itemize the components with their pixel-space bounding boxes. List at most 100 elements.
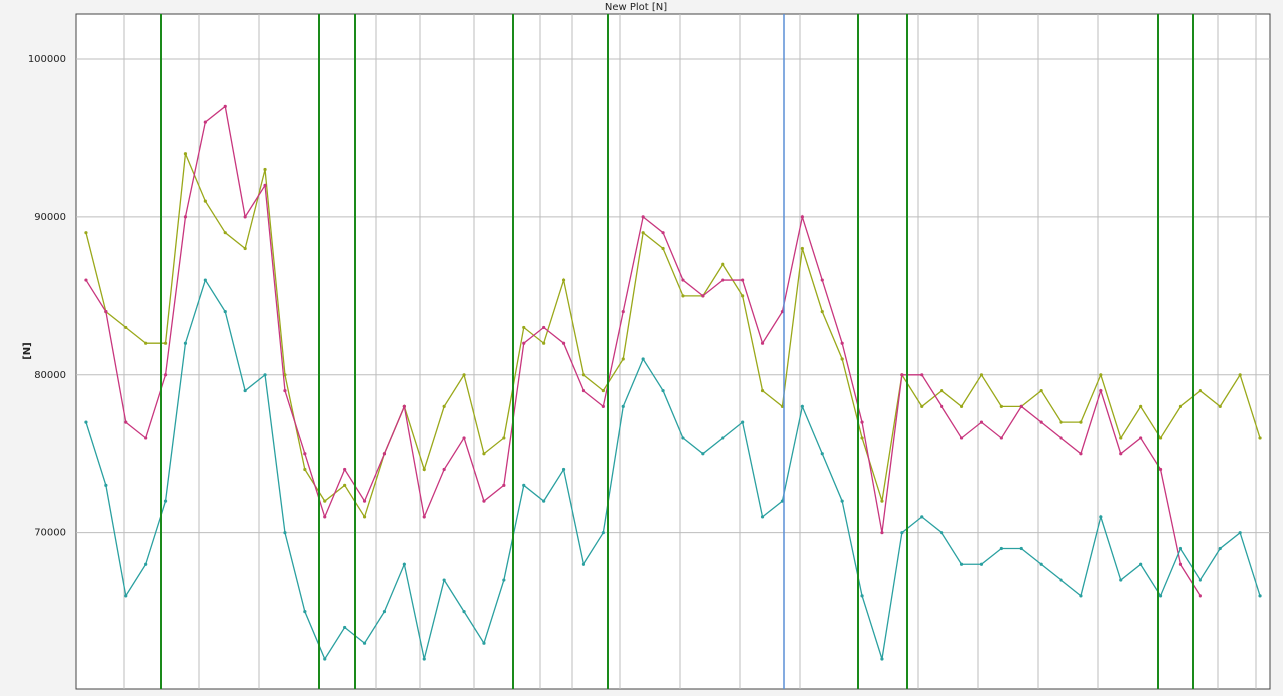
data-point	[362, 499, 367, 503]
data-point	[183, 152, 188, 156]
data-point	[144, 341, 148, 345]
data-point	[860, 594, 864, 598]
data-point	[800, 246, 804, 251]
data-point	[601, 388, 605, 393]
data-point	[263, 183, 267, 187]
data-point	[681, 278, 685, 282]
data-point	[203, 199, 207, 203]
data-point	[522, 341, 526, 345]
data-point	[940, 388, 944, 393]
data-point	[900, 531, 904, 535]
data-point	[1079, 420, 1083, 424]
data-point	[84, 278, 88, 282]
series	[84, 152, 1262, 519]
data-point	[1099, 515, 1103, 519]
data-point	[1218, 546, 1222, 551]
data-point	[343, 483, 347, 487]
data-point	[860, 420, 864, 424]
chart-title: New Plot [N]	[605, 2, 667, 13]
data-point	[542, 499, 546, 503]
data-point	[223, 104, 227, 108]
data-point	[661, 246, 665, 251]
data-point	[820, 278, 824, 282]
data-point	[442, 467, 446, 472]
data-point	[1198, 594, 1202, 598]
data-point	[382, 610, 387, 614]
data-point	[561, 341, 566, 345]
data-point	[362, 641, 367, 645]
data-point	[402, 562, 406, 566]
data-point	[1238, 373, 1242, 377]
data-point	[621, 310, 625, 314]
data-point	[243, 215, 247, 219]
data-point	[402, 404, 406, 408]
data-point	[163, 499, 168, 503]
data-point	[940, 404, 944, 408]
data-point	[741, 294, 745, 298]
data-point	[741, 420, 745, 424]
data-point	[1258, 436, 1262, 440]
data-point	[701, 294, 705, 298]
data-point	[959, 562, 964, 566]
data-point	[502, 578, 506, 582]
data-point	[1218, 404, 1222, 408]
data-point	[84, 231, 88, 235]
data-point	[104, 483, 108, 487]
vertical-grid	[123, 14, 1257, 689]
data-point	[1119, 452, 1123, 456]
data-point	[1119, 436, 1123, 440]
data-point	[721, 436, 725, 440]
data-point	[820, 310, 824, 314]
data-point	[1039, 562, 1043, 566]
data-point	[840, 357, 844, 361]
data-point	[641, 231, 645, 235]
data-point	[462, 436, 466, 440]
data-point	[124, 420, 128, 424]
data-point	[1019, 546, 1023, 551]
data-point	[462, 373, 466, 377]
data-point	[422, 467, 426, 472]
data-point	[323, 515, 327, 519]
data-point	[283, 373, 287, 377]
data-point	[462, 610, 466, 614]
data-point	[303, 610, 307, 614]
data-point	[1019, 404, 1023, 408]
data-point	[522, 483, 526, 487]
data-point	[542, 341, 546, 345]
series-line	[85, 278, 1261, 661]
event-markers	[160, 14, 1194, 689]
data-point	[581, 562, 586, 566]
data-point	[860, 436, 864, 440]
data-point	[721, 278, 725, 282]
data-point	[920, 373, 924, 377]
data-point	[303, 467, 307, 472]
series-line	[85, 153, 1261, 519]
data-point	[1099, 373, 1103, 377]
data-point	[621, 404, 625, 408]
data-point	[721, 262, 725, 266]
data-point	[800, 215, 804, 219]
data-point	[999, 546, 1003, 551]
data-point	[1079, 452, 1083, 456]
data-point	[820, 452, 824, 456]
y-tick-label: 90000	[34, 212, 66, 223]
data-point	[701, 452, 705, 456]
data-point	[163, 341, 168, 345]
data-point	[561, 467, 566, 472]
data-point	[1059, 578, 1063, 582]
y-tick-label: 80000	[34, 370, 66, 381]
data-point	[283, 388, 287, 393]
data-point	[979, 562, 984, 566]
data-point	[1079, 594, 1083, 598]
data-point	[900, 373, 904, 377]
y-tick-label: 70000	[34, 528, 66, 539]
data-point	[223, 231, 227, 235]
data-point	[223, 310, 227, 314]
data-point	[601, 531, 605, 535]
data-point	[959, 404, 964, 408]
data-point	[263, 373, 267, 377]
data-point	[1059, 420, 1063, 424]
data-point	[681, 294, 685, 298]
data-point	[840, 341, 844, 345]
